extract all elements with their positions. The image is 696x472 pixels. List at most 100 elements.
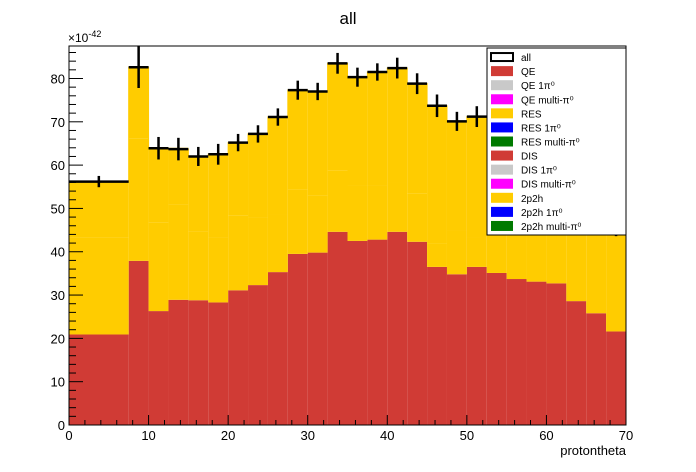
y-tick-label: 80 bbox=[51, 71, 65, 86]
all-point-12 bbox=[347, 67, 368, 87]
y-tick-label: 50 bbox=[51, 201, 65, 216]
bar-qe-0 bbox=[69, 334, 129, 425]
bar-qe-14 bbox=[387, 231, 408, 425]
y-tick-label: 10 bbox=[51, 375, 65, 390]
bar-res-14 bbox=[387, 182, 408, 232]
legend-label: QE bbox=[521, 67, 536, 78]
bar-2p2h-18 bbox=[466, 116, 487, 238]
bar-qe-10 bbox=[307, 252, 328, 425]
legend-entry-5: RES 1π⁰ bbox=[491, 122, 561, 134]
x-tick-label: 10 bbox=[141, 428, 155, 443]
bar-qe-11 bbox=[327, 231, 348, 425]
legend-entry-2: QE 1π⁰ bbox=[491, 80, 555, 92]
bar-2p2h-9 bbox=[287, 90, 308, 190]
x-tick-label: 20 bbox=[221, 428, 235, 443]
legend-label: RES 1π⁰ bbox=[521, 123, 561, 134]
y-axis-exponent: ×10-42 bbox=[68, 29, 101, 45]
legend: all QE QE 1π⁰ QE multi-π⁰ RES RES 1π⁰ RES mult… bbox=[486, 47, 627, 236]
bar-qe-5 bbox=[208, 302, 229, 425]
x-axis: 0 10 20 30 40 50 60 70 bbox=[65, 415, 633, 443]
bar-qe-12 bbox=[347, 240, 368, 425]
legend-swatch bbox=[491, 136, 513, 147]
bar-qe-15 bbox=[407, 241, 428, 425]
y-axis-exponent-power: -42 bbox=[88, 29, 101, 39]
bar-res-12 bbox=[347, 185, 368, 241]
all-point-11 bbox=[327, 52, 348, 74]
legend-entry-9: DIS multi-π⁰ bbox=[491, 178, 576, 191]
legend-entry-1: QE bbox=[491, 66, 536, 78]
legend-entry-3: QE multi-π⁰ bbox=[491, 94, 574, 106]
legend-label: all bbox=[521, 53, 531, 64]
all-point-10 bbox=[307, 82, 328, 101]
bar-res-3 bbox=[168, 204, 189, 300]
legend-entry-6: RES multi-π⁰ bbox=[491, 136, 580, 149]
legend-entry-11: 2p2h 1π⁰ bbox=[491, 206, 563, 219]
legend-swatch bbox=[491, 66, 513, 77]
bar-qe-3 bbox=[168, 299, 189, 425]
bar-2p2h-7 bbox=[248, 133, 268, 218]
bar-2p2h-4 bbox=[188, 156, 209, 232]
bar-qe-22 bbox=[546, 283, 567, 425]
bar-qe-4 bbox=[188, 300, 209, 425]
legend-label: QE multi-π⁰ bbox=[521, 95, 574, 106]
y-tick-label: 0 bbox=[58, 418, 65, 433]
bar-qe-18 bbox=[466, 266, 487, 425]
all-point-6 bbox=[228, 133, 249, 152]
y-tick-label: 40 bbox=[51, 245, 65, 260]
bar-2p2h-25 bbox=[606, 225, 626, 332]
legend-swatch bbox=[491, 108, 513, 119]
bar-2p2h-0 bbox=[69, 181, 129, 238]
all-point-8 bbox=[267, 108, 288, 126]
legend-label: RES multi-π⁰ bbox=[521, 138, 580, 149]
legend-entry-0: all bbox=[490, 52, 531, 64]
y-tick-label: 60 bbox=[51, 158, 65, 173]
bar-2p2h-3 bbox=[168, 147, 189, 205]
bar-2p2h-5 bbox=[208, 154, 229, 238]
legend-label: DIS 1π⁰ bbox=[521, 166, 557, 177]
legend-entry-8: DIS 1π⁰ bbox=[491, 164, 557, 177]
y-axis-exponent-base: ×10 bbox=[68, 31, 89, 45]
legend-swatch bbox=[491, 80, 513, 91]
bar-2p2h-11 bbox=[327, 63, 348, 171]
x-tick-label: 70 bbox=[619, 428, 633, 443]
bar-2p2h-6 bbox=[228, 142, 249, 216]
legend-swatch bbox=[491, 220, 513, 231]
all-point-18 bbox=[466, 106, 487, 127]
legend-swatch bbox=[491, 178, 513, 189]
legend-entry-4: RES bbox=[491, 108, 542, 120]
x-tick-label: 50 bbox=[460, 428, 474, 443]
bar-2p2h-8 bbox=[267, 117, 288, 215]
bar-res-6 bbox=[228, 215, 249, 291]
bar-qe-2 bbox=[148, 311, 169, 425]
bar-2p2h-15 bbox=[407, 83, 428, 194]
legend-label: DIS multi-π⁰ bbox=[521, 180, 576, 191]
bar-res-13 bbox=[367, 185, 388, 240]
bar-qe-24 bbox=[586, 313, 607, 425]
bar-res-2 bbox=[148, 222, 169, 312]
bar-res-4 bbox=[188, 231, 209, 301]
legend-label: DIS bbox=[521, 152, 538, 163]
bar-2p2h-2 bbox=[148, 148, 169, 223]
bar-res-18 bbox=[466, 237, 487, 267]
chart-title: all bbox=[339, 9, 356, 28]
legend-label: QE 1π⁰ bbox=[521, 81, 555, 92]
all-point-15 bbox=[407, 73, 428, 95]
legend-swatch bbox=[491, 206, 513, 217]
all-point-13 bbox=[367, 63, 388, 81]
bar-qe-16 bbox=[427, 266, 447, 425]
legend-swatch bbox=[490, 52, 514, 63]
bar-res-11 bbox=[327, 170, 348, 232]
x-tick-label: 40 bbox=[380, 428, 394, 443]
bar-res-5 bbox=[208, 237, 229, 303]
all-point-2 bbox=[148, 136, 169, 160]
all-point-16 bbox=[427, 94, 447, 118]
legend-label: RES bbox=[521, 109, 542, 120]
bar-qe-25 bbox=[606, 331, 626, 425]
bar-res-1 bbox=[128, 138, 149, 261]
legend-entry-7: DIS bbox=[491, 150, 538, 163]
bar-qe-21 bbox=[526, 281, 547, 425]
bar-qe-13 bbox=[367, 239, 388, 425]
bar-qe-17 bbox=[446, 274, 467, 425]
bar-res-17 bbox=[446, 230, 467, 275]
y-tick-label: 30 bbox=[51, 288, 65, 303]
